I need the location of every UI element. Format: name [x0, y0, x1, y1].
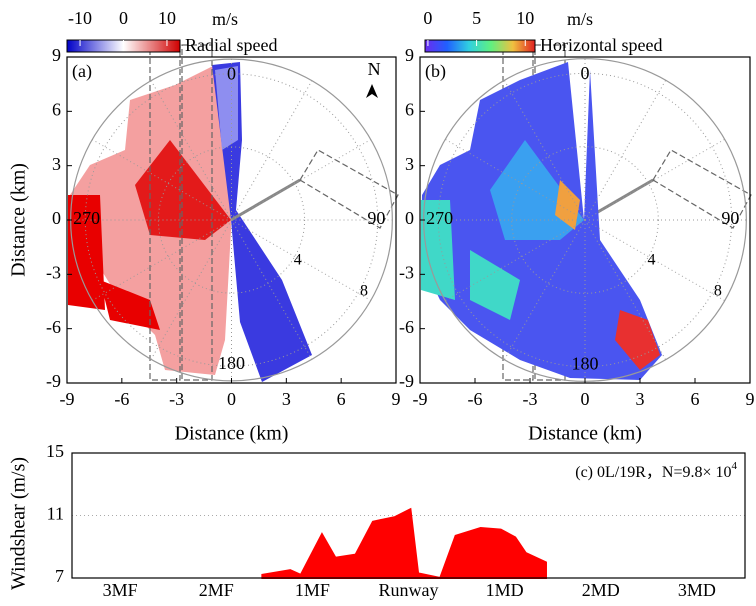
azimuth-label: 180 — [572, 353, 599, 373]
range-ring — [157, 146, 306, 294]
azimuth-spoke — [231, 80, 313, 221]
colorbar-tick-label: 5 — [472, 8, 481, 28]
azimuth-spoke — [231, 219, 313, 360]
y-tick-label: -9 — [399, 371, 414, 391]
colorbar — [424, 39, 536, 53]
x-tick-label: -3 — [523, 389, 538, 409]
azimuth-spoke — [231, 219, 372, 301]
azimuth-spoke — [231, 139, 372, 221]
annotation: (c) 0L/19R，N=9.8× 104 — [575, 460, 737, 481]
azimuth-spoke — [445, 138, 586, 221]
x-tick-label: -9 — [413, 389, 428, 409]
range-ring — [437, 72, 733, 368]
north-label: N — [368, 59, 381, 79]
north-arrow — [366, 84, 378, 98]
y-tick-label: 7 — [55, 566, 64, 586]
colorbar-unit: m/s — [212, 9, 238, 29]
azimuth-label: 270 — [73, 208, 100, 228]
range-label: 4 — [647, 252, 655, 269]
y-tick-label: -3 — [399, 262, 414, 282]
azimuth-label: 90 — [367, 208, 385, 228]
y-tick-label: 15 — [46, 441, 64, 461]
radial-field — [68, 62, 312, 382]
azimuth-spoke — [503, 219, 586, 360]
range-label: 4 — [294, 252, 302, 269]
range-ring — [84, 73, 379, 367]
y-tick-label: 6 — [52, 99, 61, 119]
azimuth-label: 0 — [227, 63, 236, 83]
y-tick-label: 3 — [405, 154, 414, 174]
y-tick-label: -9 — [46, 371, 61, 391]
x-tick-label: 6 — [337, 389, 346, 409]
y-tick-label: -3 — [46, 262, 61, 282]
range-label: 8 — [714, 283, 722, 300]
azimuth-label: 90 — [721, 208, 739, 228]
azimuth-spoke — [584, 80, 667, 221]
panel-label: (b) — [425, 61, 446, 82]
y-tick-label: 0 — [405, 208, 414, 228]
y-axis-label: Distance (km) — [8, 163, 30, 277]
azimuth-spoke — [584, 138, 725, 221]
azimuth-label: 180 — [218, 353, 245, 373]
range-ring — [511, 146, 659, 294]
azimuth-spoke — [445, 219, 586, 302]
x-tick-label: 9 — [392, 389, 401, 409]
x-tick-label: -3 — [169, 389, 184, 409]
x-tick-label: -9 — [60, 389, 75, 409]
azimuth-spoke — [584, 219, 725, 302]
colorbar-title: Radial speed — [185, 35, 277, 55]
azimuth-spoke — [150, 80, 232, 221]
y-tick-label: 3 — [52, 154, 61, 174]
x-tick-label: 1MF — [295, 580, 330, 600]
colorbar-tick-label: 0 — [423, 8, 432, 28]
x-tick-label: 2MD — [582, 580, 620, 600]
azimuth-spoke — [150, 219, 232, 360]
x-tick-label: 3 — [636, 389, 645, 409]
annotation-text: (c) 0L/19R，N=9.8× 10 — [575, 464, 731, 481]
colorbar-tick-label: 10 — [516, 8, 534, 28]
x-tick-label: 0 — [581, 389, 590, 409]
colorbar-title: Horizontal speed — [540, 35, 662, 55]
azimuth-spoke — [91, 219, 232, 301]
x-tick-label: 1MD — [486, 580, 524, 600]
y-tick-label: 9 — [52, 45, 61, 65]
x-tick-label: -6 — [468, 389, 483, 409]
azimuth-spoke — [91, 139, 232, 221]
annotation-exponent: 4 — [732, 460, 738, 472]
y-tick-label: 6 — [405, 99, 414, 119]
plot-frame — [71, 452, 746, 579]
speed-field — [421, 62, 662, 380]
x-tick-label: -6 — [114, 389, 129, 409]
x-tick-label: 9 — [746, 389, 755, 409]
y-tick-label: 0 — [52, 208, 61, 228]
colorbar-unit: m/s — [567, 9, 593, 29]
x-tick-label: 3MF — [103, 580, 138, 600]
azimuth-spoke — [584, 219, 667, 360]
x-tick-label: 3MD — [678, 580, 716, 600]
x-tick-label: 6 — [691, 389, 700, 409]
range-label: 8 — [360, 282, 368, 299]
x-tick-label: 3 — [282, 389, 291, 409]
azimuth-spoke — [503, 80, 586, 221]
y-tick-label: -6 — [399, 317, 414, 337]
azimuth-label: 270 — [426, 208, 453, 228]
x-tick-label: 2MF — [199, 580, 234, 600]
colorbar-tick-label: -10 — [68, 8, 92, 28]
x-axis-label: Distance (km) — [175, 423, 289, 445]
y-tick-label: 11 — [47, 504, 64, 524]
x-axis-label: Distance (km) — [528, 423, 642, 445]
x-tick-label: Runway — [379, 580, 439, 600]
windshear-area — [261, 507, 547, 580]
y-tick-label: -6 — [46, 317, 61, 337]
azimuth-label: 0 — [581, 63, 590, 83]
y-tick-label: 9 — [405, 45, 414, 65]
colorbar-tick-label: 10 — [158, 8, 176, 28]
colorbar-tick-label: 0 — [119, 8, 128, 28]
x-tick-label: 0 — [227, 389, 236, 409]
panel-label: (a) — [72, 61, 92, 82]
y-axis-label: Windshear (m/s) — [8, 457, 30, 590]
